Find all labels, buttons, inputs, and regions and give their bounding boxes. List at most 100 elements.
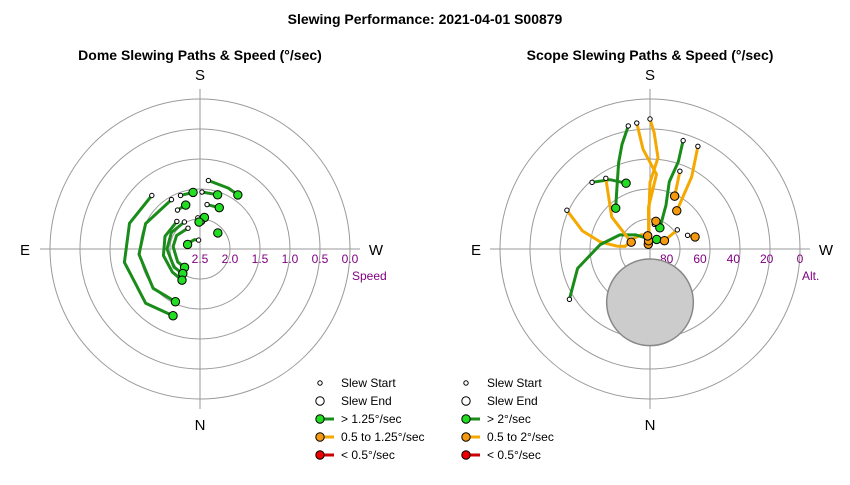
dome-slew-start-point <box>206 178 210 182</box>
dome-legend-dot <box>316 415 324 423</box>
scope-legend-end-marker <box>462 397 470 405</box>
dome-legend-item: Slew End <box>316 394 392 408</box>
scope-slew-start-point <box>648 117 652 121</box>
dome-slew-start-point <box>175 219 179 223</box>
dome-legend-end-marker <box>316 397 324 405</box>
dome-tick-label: 2.0 <box>222 252 239 266</box>
scope-slew-end-point <box>612 204 620 212</box>
dome-legend-label: Slew End <box>341 394 392 408</box>
dome-slew-start-point <box>150 193 154 197</box>
scope-tick-label: 0 <box>797 252 804 266</box>
scope-slew-end-point <box>643 232 651 240</box>
scope-slew-end-point <box>622 179 630 187</box>
scope-slew-path <box>660 141 683 228</box>
dome-compass-right: W <box>369 242 384 259</box>
scope-slew-end-point <box>691 233 699 241</box>
scope-legend-start-marker <box>464 381 468 385</box>
dome-legend-start-marker <box>318 381 322 385</box>
dome-slew-start-point <box>186 226 190 230</box>
scope-slew-path <box>592 180 626 184</box>
dome-slew-start-point <box>178 193 182 197</box>
dome-slew-end-point <box>182 201 190 209</box>
dome-tick-label: 1.0 <box>282 252 299 266</box>
dome-slew-start-point <box>205 202 209 206</box>
scope-grid <box>490 89 810 409</box>
scope-legend-dot <box>462 415 470 423</box>
scope-slew-start-point <box>635 121 639 125</box>
scope-slew-start-point <box>565 208 569 212</box>
scope-slew-start-point <box>696 144 700 148</box>
dome-chart: Dome Slewing Paths & Speed (°/sec) S N E… <box>20 47 387 434</box>
dome-slew-end-point <box>183 240 191 248</box>
dome-radial-axis-label: Speed <box>352 269 387 283</box>
dome-tick-label: 1.5 <box>252 252 269 266</box>
dome-slew-end-point <box>215 203 223 211</box>
dome-legend-item: 0.5 to 1.25°/sec <box>316 430 425 444</box>
scope-legend-label: > 2°/sec <box>487 412 531 426</box>
dome-slew-start-point <box>175 208 179 212</box>
dome-slew-end-point <box>234 191 242 199</box>
scope-tick-label: 60 <box>693 252 707 266</box>
scope-legend-label: 0.5 to 2°/sec <box>487 430 554 444</box>
scope-legend-item: > 2°/sec <box>462 412 531 426</box>
scope-slew-end-point <box>673 207 681 215</box>
dome-slew-end-point <box>169 312 177 320</box>
scope-compass-top: S <box>645 67 655 84</box>
dome-chart-title: Dome Slewing Paths & Speed (°/sec) <box>78 47 322 63</box>
dome-slew-start-point <box>182 220 186 224</box>
scope-slew-start-point <box>590 180 594 184</box>
scope-slew-end-point <box>627 238 635 246</box>
dome-grid <box>40 89 360 409</box>
dome-legend-dot <box>316 433 324 441</box>
scope-compass-bottom: N <box>645 417 656 434</box>
scope-slew-start-point <box>626 124 630 128</box>
dome-slew-start-point <box>169 197 173 201</box>
dome-compass-bottom: N <box>195 417 206 434</box>
dome-legend-label: 0.5 to 1.25°/sec <box>341 430 425 444</box>
scope-compass-right: W <box>819 242 834 259</box>
scope-chart-title: Scope Slewing Paths & Speed (°/sec) <box>527 47 774 63</box>
dome-legend-item: < 0.5°/sec <box>316 448 395 462</box>
scope-slew-start-point <box>685 233 689 237</box>
scope-legend-label: < 0.5°/sec <box>487 448 541 462</box>
scope-legend-item: Slew Start <box>464 376 543 390</box>
dome-slew-end-point <box>189 188 197 196</box>
dome-legend-label: Slew Start <box>341 376 396 390</box>
dome-compass-top: S <box>195 67 205 84</box>
dome-slew-end-point <box>214 229 222 237</box>
dome-legend-dot <box>316 451 324 459</box>
scope-compass-left: E <box>471 242 481 259</box>
dome-tick-label: 0.0 <box>342 252 359 266</box>
dome-compass-left: E <box>20 242 30 259</box>
dome-tick-label: 0.5 <box>312 252 329 266</box>
scope-slew-end-point <box>660 236 668 244</box>
scope-tick-label: 40 <box>727 252 741 266</box>
dome-legend-label: > 1.25°/sec <box>341 412 402 426</box>
dome-legend-item: > 1.25°/sec <box>316 412 402 426</box>
scope-slew-start-point <box>567 297 571 301</box>
dome-legend-label: < 0.5°/sec <box>341 448 395 462</box>
scope-slew-end-point <box>652 235 660 243</box>
dome-slew-end-point <box>213 191 221 199</box>
dome-slew-end-point <box>195 218 203 226</box>
dome-slew-end-point <box>178 276 186 284</box>
scope-slew-start-point <box>678 169 682 173</box>
scope-slew-start-point <box>604 176 608 180</box>
scope-legend: Slew Start Slew End > 2°/sec 0.5 to 2°/sec <… <box>462 376 554 462</box>
scope-slew-start-point <box>675 228 679 232</box>
dome-slew-end-point <box>171 298 179 306</box>
scope-legend-item: 0.5 to 2°/sec <box>462 430 554 444</box>
scope-legend-item: < 0.5°/sec <box>462 448 541 462</box>
scope-legend-item: Slew End <box>462 394 538 408</box>
scope-slew-start-point <box>681 138 685 142</box>
scope-tick-label: 20 <box>760 252 774 266</box>
scope-radial-axis-label: Alt. <box>802 269 819 283</box>
dome-slew-start-point <box>200 190 204 194</box>
scope-legend-dot <box>462 433 470 441</box>
scope-slew-end-point <box>652 217 660 225</box>
scope-legend-dot <box>462 451 470 459</box>
